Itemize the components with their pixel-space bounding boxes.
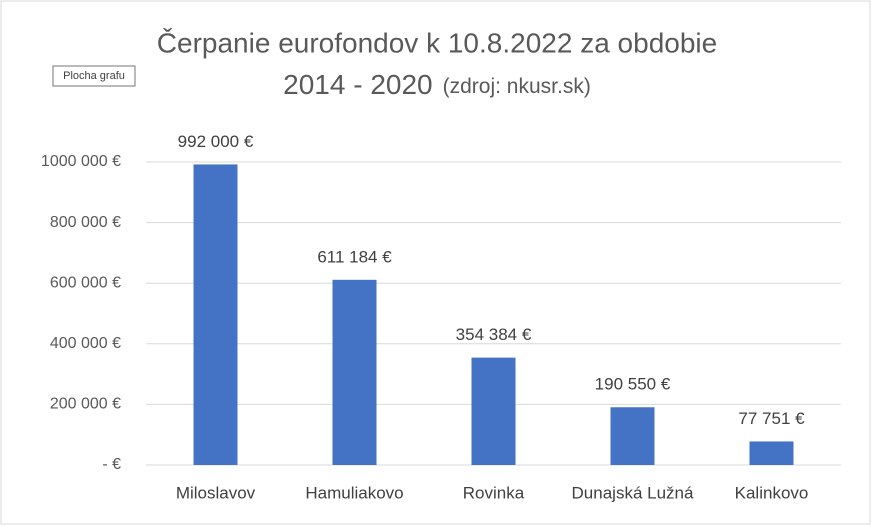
bar <box>332 279 377 465</box>
value-label: 190 550 € <box>595 375 671 394</box>
tooltip: Plocha grafu <box>63 70 125 82</box>
x-tick-label: Dunajská Lužná <box>572 483 694 502</box>
y-tick-label: 1000 000 € <box>41 153 121 170</box>
y-tick-label: 400 000 € <box>50 335 121 352</box>
x-tick-label: Hamuliakovo <box>305 483 403 502</box>
bar <box>749 441 794 465</box>
chart-title: Čerpanie eurofondov k 10.8.2022 za obdob… <box>157 27 717 58</box>
chart-title: 2014 - 2020 <box>283 69 432 100</box>
value-label: 77 751 € <box>738 409 805 428</box>
y-tick-label: - € <box>102 456 121 473</box>
bar <box>610 407 655 465</box>
bar <box>471 357 516 465</box>
x-tick-label: Miloslavov <box>176 483 256 502</box>
value-label: 611 184 € <box>317 247 392 266</box>
y-tick-label: 600 000 € <box>50 274 121 291</box>
x-tick-label: Rovinka <box>463 483 525 502</box>
value-label: 992 000 € <box>178 132 254 151</box>
y-tick-label: 800 000 € <box>50 214 121 231</box>
bar <box>193 164 238 465</box>
x-tick-label: Kalinkovo <box>735 483 809 502</box>
chart-subtitle: (zdroj: nkusr.sk) <box>443 75 591 98</box>
chart-title-line: 2014 - 2020 (zdroj: nkusr.sk) <box>283 69 591 100</box>
value-label: 354 384 € <box>456 325 532 344</box>
y-tick-label: 200 000 € <box>50 396 121 413</box>
tooltip-box <box>52 65 136 87</box>
